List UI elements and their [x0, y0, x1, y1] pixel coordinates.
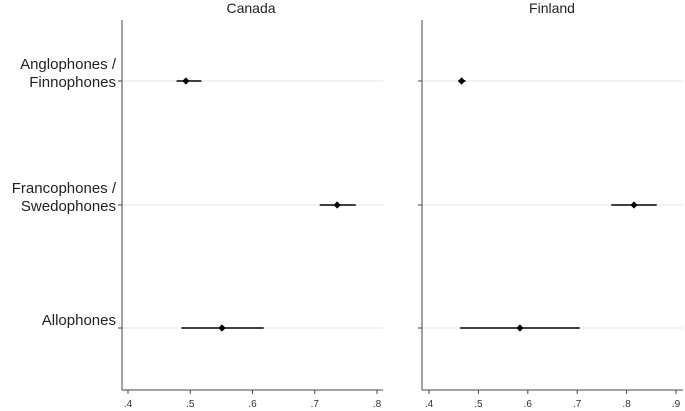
point-estimate: [333, 201, 341, 209]
category-labels: Anglophones / Finnophones Francophones / Sw…: [12, 56, 117, 329]
category-label: Allophones: [42, 312, 116, 329]
category-label: Francophones / Swedophones: [12, 180, 117, 215]
point-estimate: [218, 324, 226, 332]
x-tick-label: .5: [186, 399, 195, 410]
x-tick-label: .4: [425, 399, 434, 410]
point-estimate: [458, 77, 466, 85]
x-tick-label: .9: [672, 399, 681, 410]
point-estimate: [516, 324, 524, 332]
x-tick-label: .6: [524, 399, 533, 410]
panel-title: Canada: [226, 0, 275, 16]
panel-canada: Canada .4 .5 .6 .7 .8: [118, 0, 383, 410]
category-label: Anglophones / Finnophones: [20, 56, 117, 91]
point-estimate: [630, 201, 638, 209]
x-tick-label: .8: [622, 399, 631, 410]
panel-title: Finland: [529, 0, 575, 16]
x-tick-label: .4: [124, 399, 133, 410]
x-tick-label: .7: [573, 399, 582, 410]
x-tick-label: .8: [373, 399, 382, 410]
x-tick-label: .5: [474, 399, 483, 410]
panel-finland: Finland .4 .5 .6 .7 .8 .9: [418, 0, 683, 410]
x-tick-label: .7: [311, 399, 320, 410]
point-estimate: [182, 77, 190, 85]
x-tick-label: .6: [248, 399, 257, 410]
